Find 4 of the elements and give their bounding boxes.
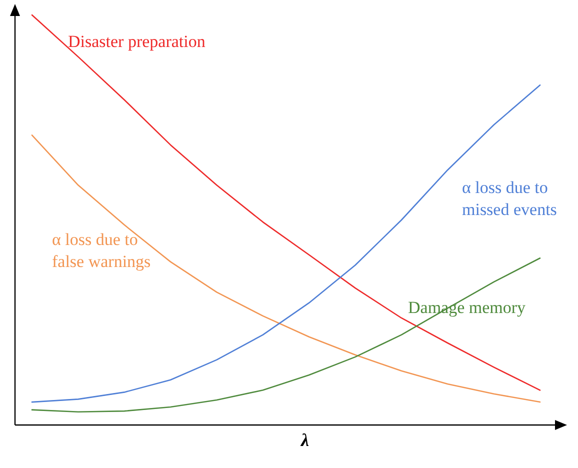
series-label: α loss due to missed events [462,178,557,219]
series-label: Disaster preparation [68,32,206,51]
series-label: α loss due to false warnings [52,230,151,271]
x-axis-title: λ [300,430,309,450]
